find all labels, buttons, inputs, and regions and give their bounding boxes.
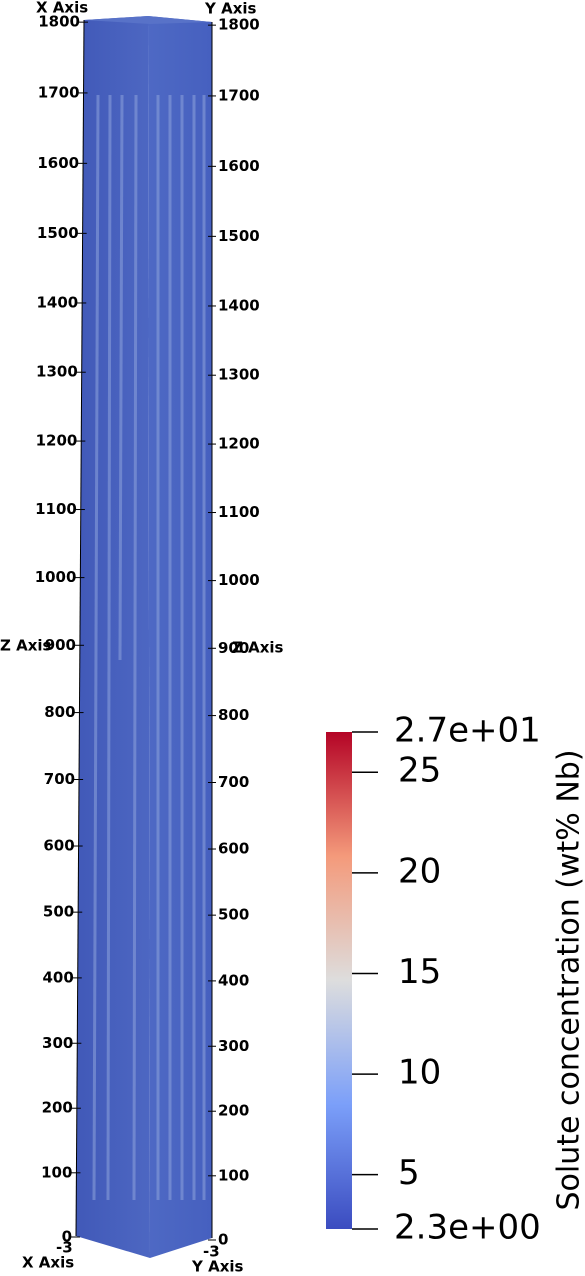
right-tick-label: 1300 (218, 366, 260, 384)
left-axis-line (75, 19, 85, 1237)
left-tick-label: 1400 (36, 293, 78, 311)
bottom-x-title: X Axis (22, 1254, 74, 1272)
colorbar-tick-label: 25 (398, 751, 441, 791)
right-tick-label: 1600 (218, 157, 260, 175)
right-axis-title: Z Axis (232, 639, 284, 657)
right-tick-label: 1700 (218, 86, 260, 104)
left-tick-label: 800 (44, 703, 75, 721)
colorbar-tick-label: 2.7e+01 (394, 711, 541, 751)
left-tick-label: 500 (43, 903, 74, 921)
left-tick-label: 1200 (36, 432, 78, 450)
right-tick-label: 600 (218, 840, 249, 858)
right-tick-label: 1500 (218, 227, 260, 245)
right-tick-label: 1000 (218, 571, 260, 589)
colorbar-tick-label: 20 (398, 851, 441, 891)
right-tick-label: 800 (218, 706, 249, 724)
right-tick-label: 100 (218, 1166, 249, 1184)
colorbar-title: Solute concentration (wt% Nb) (552, 749, 585, 1210)
right-tick-label: 700 (218, 773, 249, 791)
left-tick-label: 900 (45, 636, 76, 654)
left-tick-label: 1100 (35, 500, 77, 518)
left-tick-label: 400 (42, 968, 73, 986)
left-tick-label: 1500 (37, 224, 79, 242)
left-tick-label: 300 (42, 1034, 73, 1052)
right-tick-label: 1400 (218, 296, 260, 314)
left-tick-label: 600 (43, 837, 74, 855)
left-tick-label: 700 (44, 770, 75, 788)
colorbar-tick-label: 2.3e+00 (394, 1208, 541, 1248)
right-tick-label: 1200 (218, 435, 260, 453)
right-tick-label: 1800 (218, 16, 260, 34)
right-tick-label: 0 (218, 1231, 228, 1249)
left-tick-label: 1700 (38, 83, 80, 101)
left-tick-label: 1800 (38, 13, 80, 31)
top-x-title: X Axis (36, 0, 88, 17)
left-axis-title: Z Axis (0, 637, 52, 655)
right-tick-label: 1100 (218, 503, 260, 521)
colorbar-tick-label: 10 (398, 1053, 441, 1093)
colorbar-tick-label: 5 (398, 1153, 420, 1193)
right-tick-label: 300 (218, 1037, 249, 1055)
right-tick-label: 500 (218, 906, 249, 924)
right-tick-label: 400 (218, 971, 249, 989)
bottom-x-tick: -3 (56, 1239, 73, 1257)
colorbar (326, 732, 352, 1229)
bottom-y-title: Y Axis (191, 1258, 244, 1276)
dendrite-stripes (92, 94, 206, 1201)
column-top (84, 16, 212, 24)
left-tick-label: 0 (62, 1228, 72, 1246)
left-tick-label: 100 (41, 1163, 72, 1181)
right-tick-label: 900 (218, 639, 249, 657)
top-y-title: Y Axis (204, 0, 257, 18)
column-right-face (148, 16, 212, 1258)
right-tick-label: 200 (218, 1102, 249, 1120)
left-tick-label: 200 (42, 1099, 73, 1117)
left-tick-label: 1600 (37, 154, 79, 172)
bottom-y-tick: -3 (203, 1243, 220, 1261)
colorbar-tick-label: 15 (398, 952, 441, 992)
left-tick-label: 1000 (35, 568, 77, 586)
column-left-face (76, 16, 150, 1258)
left-tick-label: 1300 (36, 363, 78, 381)
